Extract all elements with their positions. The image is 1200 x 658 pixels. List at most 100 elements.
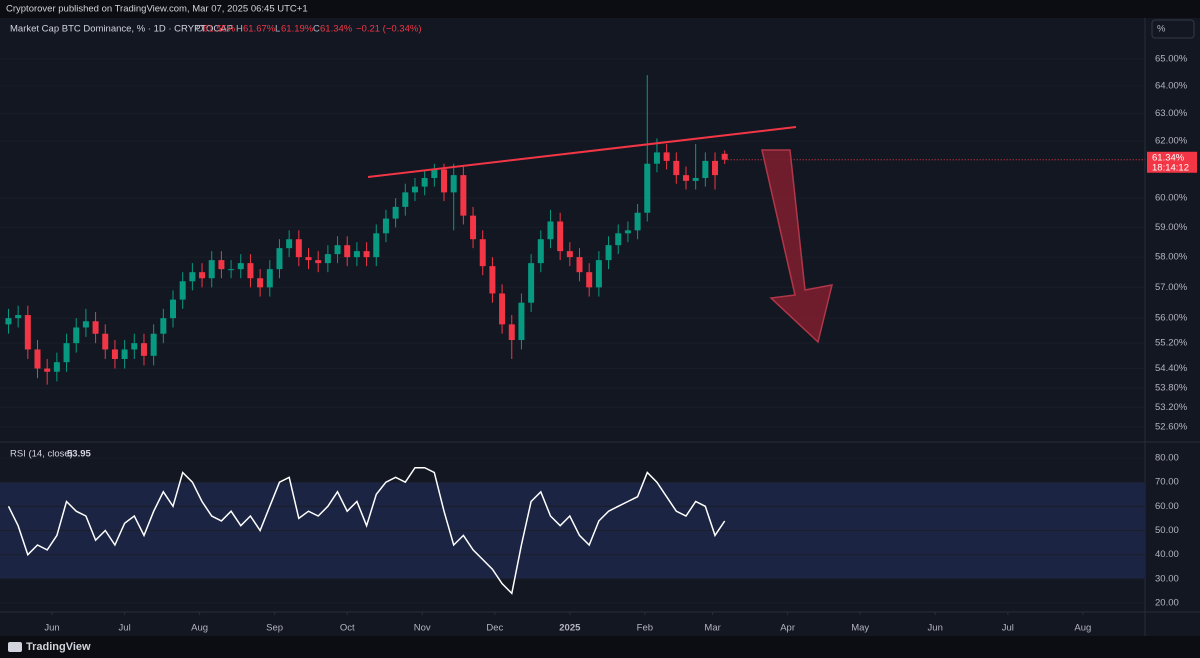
- rsi-last-value: 53.95: [67, 449, 91, 460]
- x-tick-label: Apr: [780, 623, 795, 634]
- candle-body: [721, 153, 728, 160]
- candle-body: [257, 278, 264, 288]
- candle-body: [150, 333, 157, 356]
- candle-body: [102, 333, 109, 350]
- rsi-title: RSI (14, close): [10, 449, 73, 460]
- logo-icon: [8, 642, 22, 652]
- x-tick-label: Oct: [340, 623, 355, 634]
- candle-body: [363, 251, 370, 258]
- candle-body: [712, 160, 719, 176]
- candle-body: [460, 175, 467, 216]
- y-tick-label: 65.00%: [1155, 53, 1188, 64]
- y-tick-label: 60.00: [1155, 501, 1179, 512]
- candle-body: [663, 152, 670, 161]
- candle-body: [479, 239, 486, 267]
- y-tick-label: 63.00%: [1155, 108, 1188, 119]
- price-badge-price: 61.34%: [1152, 152, 1185, 163]
- y-tick-label: 52.60%: [1155, 422, 1188, 433]
- legend-label: O: [196, 24, 203, 35]
- x-tick-label: 2025: [559, 623, 581, 634]
- candle-body: [586, 272, 593, 288]
- candle-body: [179, 281, 186, 300]
- y-tick-label: 60.00%: [1155, 193, 1188, 204]
- candle-body: [208, 260, 215, 279]
- candle-body: [392, 206, 399, 219]
- candle-body: [160, 318, 167, 334]
- candle-body: [199, 272, 206, 279]
- candle-body: [576, 257, 583, 273]
- axis-unit: %: [1157, 24, 1166, 35]
- candle-body: [237, 263, 244, 270]
- legend-label: L: [275, 24, 280, 35]
- candle-body: [644, 163, 651, 213]
- candle-body: [170, 299, 177, 319]
- x-tick-label: Sep: [266, 623, 283, 634]
- y-tick-label: 80.00: [1155, 453, 1179, 464]
- candle-body: [382, 218, 389, 234]
- candle-body: [537, 239, 544, 264]
- y-tick-label: 30.00: [1155, 573, 1179, 584]
- y-tick-label: 62.00%: [1155, 136, 1188, 147]
- candle-body: [247, 263, 254, 279]
- plot: 65.00% 64.00% 63.00% 62.00% 60.00% 59.00% 58.0…: [0, 53, 1188, 634]
- candle-body: [82, 321, 89, 328]
- legend-title: Market Cap BTC Dominance, % · 1D · CRYPT…: [10, 24, 233, 35]
- y-tick-label: 64.00%: [1155, 80, 1188, 91]
- candle-body: [421, 177, 428, 187]
- candle-body: [334, 245, 341, 255]
- price-badge-countdown: 18:14:12: [1152, 162, 1189, 173]
- candle-body: [634, 212, 641, 231]
- candle-body: [131, 343, 138, 350]
- candle-body: [682, 175, 689, 181]
- candle-body: [528, 263, 535, 303]
- candle-body: [324, 254, 331, 264]
- y-tick-label: 54.40%: [1155, 363, 1188, 374]
- unit-box: [1151, 19, 1195, 39]
- legend-value: 61.67%: [243, 24, 276, 35]
- candle-body: [24, 315, 31, 350]
- candle-body: [605, 245, 612, 261]
- x-tick-label: Jul: [1002, 623, 1014, 634]
- x-tick-label: Jun: [928, 623, 943, 634]
- candle-body: [615, 233, 622, 246]
- candle-body: [305, 257, 312, 261]
- candle-body: [373, 233, 380, 258]
- y-tick-label: 70.00: [1155, 477, 1179, 488]
- y-tick-label: 50.00: [1155, 525, 1179, 536]
- candle-body: [276, 248, 283, 270]
- candle-body: [450, 175, 457, 193]
- y-tick-label: 59.00%: [1155, 222, 1188, 233]
- candle-body: [353, 251, 360, 258]
- candle-body: [111, 349, 118, 359]
- x-tick-label: Aug: [1074, 623, 1091, 634]
- candle-body: [470, 215, 477, 240]
- x-tick-label: May: [851, 623, 869, 634]
- candle-body: [228, 269, 235, 271]
- candle-body: [431, 169, 438, 178]
- candle-body: [411, 186, 418, 193]
- x-tick-label: Jul: [119, 623, 131, 634]
- candle-body: [653, 152, 660, 164]
- x-tick-label: Jun: [44, 623, 59, 634]
- price-badge: [1147, 151, 1197, 173]
- footer-bar: [0, 636, 1200, 658]
- candle-body: [140, 343, 147, 356]
- legend-value: 61.55%: [203, 24, 236, 35]
- footer-brand: TradingView: [26, 641, 91, 653]
- footer-logo: TradingView: [8, 641, 91, 653]
- candle-body: [566, 251, 573, 258]
- y-tick-label: 40.00: [1155, 549, 1179, 560]
- x-tick-label: Dec: [486, 623, 503, 634]
- legend-label: C: [313, 24, 320, 35]
- x-tick-label: Feb: [637, 623, 653, 634]
- y-tick-label: 53.20%: [1155, 402, 1188, 413]
- candle-body: [673, 160, 680, 176]
- candle-body: [692, 177, 699, 181]
- candle-body: [5, 318, 12, 325]
- legend-value: 61.19%: [281, 24, 314, 35]
- candle-body: [218, 260, 225, 270]
- candle-body: [315, 260, 322, 264]
- candle-body: [121, 349, 128, 359]
- candle-body: [295, 239, 302, 258]
